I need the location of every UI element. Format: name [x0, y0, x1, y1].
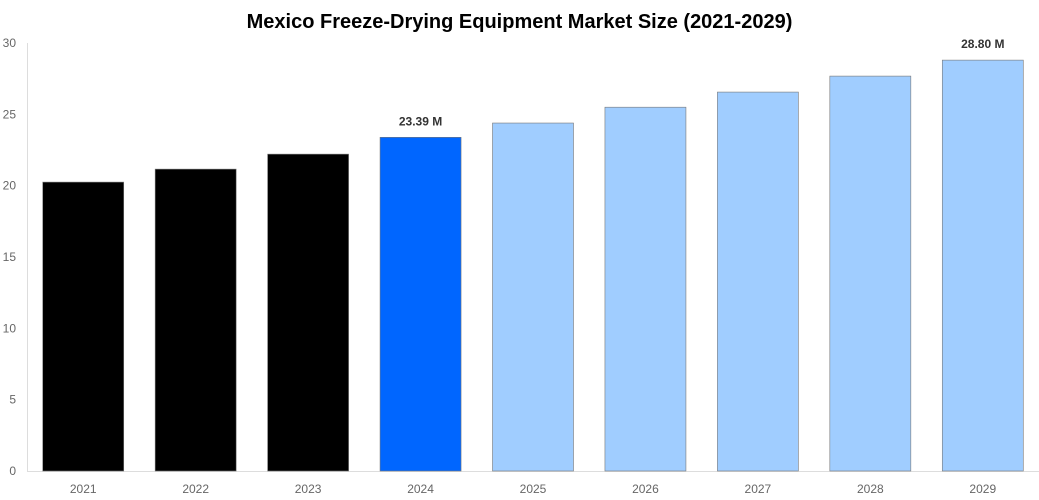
- x-tick-label: 2024: [407, 482, 434, 496]
- y-tick-label: 20: [3, 179, 17, 193]
- y-tick-label: 0: [9, 464, 16, 478]
- bar-2027[interactable]: [717, 91, 799, 472]
- y-tick-label: 15: [3, 250, 17, 264]
- y-tick-label: 30: [3, 36, 17, 50]
- y-tick-label: 10: [3, 321, 17, 335]
- bar-2021[interactable]: [42, 181, 125, 472]
- y-tick-label: 5: [9, 393, 16, 407]
- bar-2029[interactable]: [941, 59, 1024, 472]
- x-tick-label: 2026: [632, 482, 659, 496]
- bar-2022[interactable]: [154, 168, 237, 472]
- data-label: 23.39 M: [399, 114, 442, 128]
- x-tick-label: 2029: [969, 482, 996, 496]
- y-tick-label: 25: [3, 107, 17, 121]
- data-label: 28.80 M: [961, 37, 1004, 51]
- bar-2023[interactable]: [267, 153, 349, 472]
- x-tick-label: 2021: [70, 482, 97, 496]
- bar-2026[interactable]: [604, 106, 687, 472]
- x-tick-label: 2027: [745, 482, 772, 496]
- bar-2025[interactable]: [492, 122, 574, 472]
- x-tick-label: 2023: [295, 482, 322, 496]
- x-tick-label: 2028: [857, 482, 884, 496]
- bar-2024[interactable]: [379, 137, 462, 472]
- x-tick-label: 2025: [520, 482, 547, 496]
- chart-title: Mexico Freeze-Drying Equipment Market Si…: [247, 11, 793, 33]
- bar-2028[interactable]: [829, 75, 912, 472]
- x-tick-label: 2022: [182, 482, 209, 496]
